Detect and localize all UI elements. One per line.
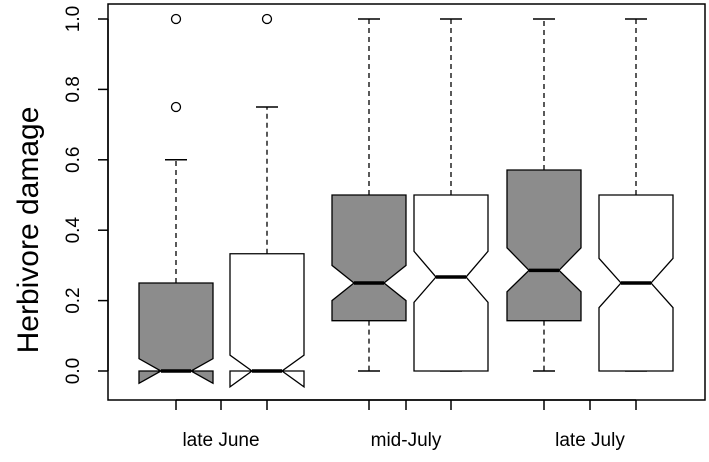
box-6: [598, 18, 674, 372]
box-3: [331, 18, 407, 372]
box-4: [413, 18, 489, 372]
outlier-point: [170, 101, 182, 113]
x-group-label: late July: [555, 430, 625, 451]
y-tick-label: 0.0: [63, 358, 84, 384]
boxes: [138, 13, 674, 389]
notched-box: [331, 194, 407, 322]
notched-box: [229, 253, 305, 389]
y-tick-label: 0.4: [63, 217, 84, 244]
notched-box: [506, 169, 582, 322]
notched-box: [413, 194, 489, 372]
y-tick-label: 0.8: [63, 76, 84, 102]
y-axis: 0.0 0.2 0.4 0.6 0.8 1.0: [63, 6, 109, 384]
x-group-label: mid-July: [371, 430, 442, 451]
x-group-label: late June: [182, 430, 259, 451]
y-axis-label: Herbivore damage: [12, 107, 45, 354]
box-1: [138, 13, 214, 385]
outlier-point: [170, 13, 182, 25]
y-tick-label: 0.2: [63, 287, 84, 313]
box-2: [229, 13, 305, 389]
x-axis: late June mid-July late July: [175, 399, 637, 451]
y-tick-label: 0.6: [63, 147, 84, 173]
outlier-point: [261, 13, 273, 25]
y-tick-label: 1.0: [63, 6, 84, 32]
notched-box: [138, 282, 214, 385]
box-5: [506, 18, 582, 372]
